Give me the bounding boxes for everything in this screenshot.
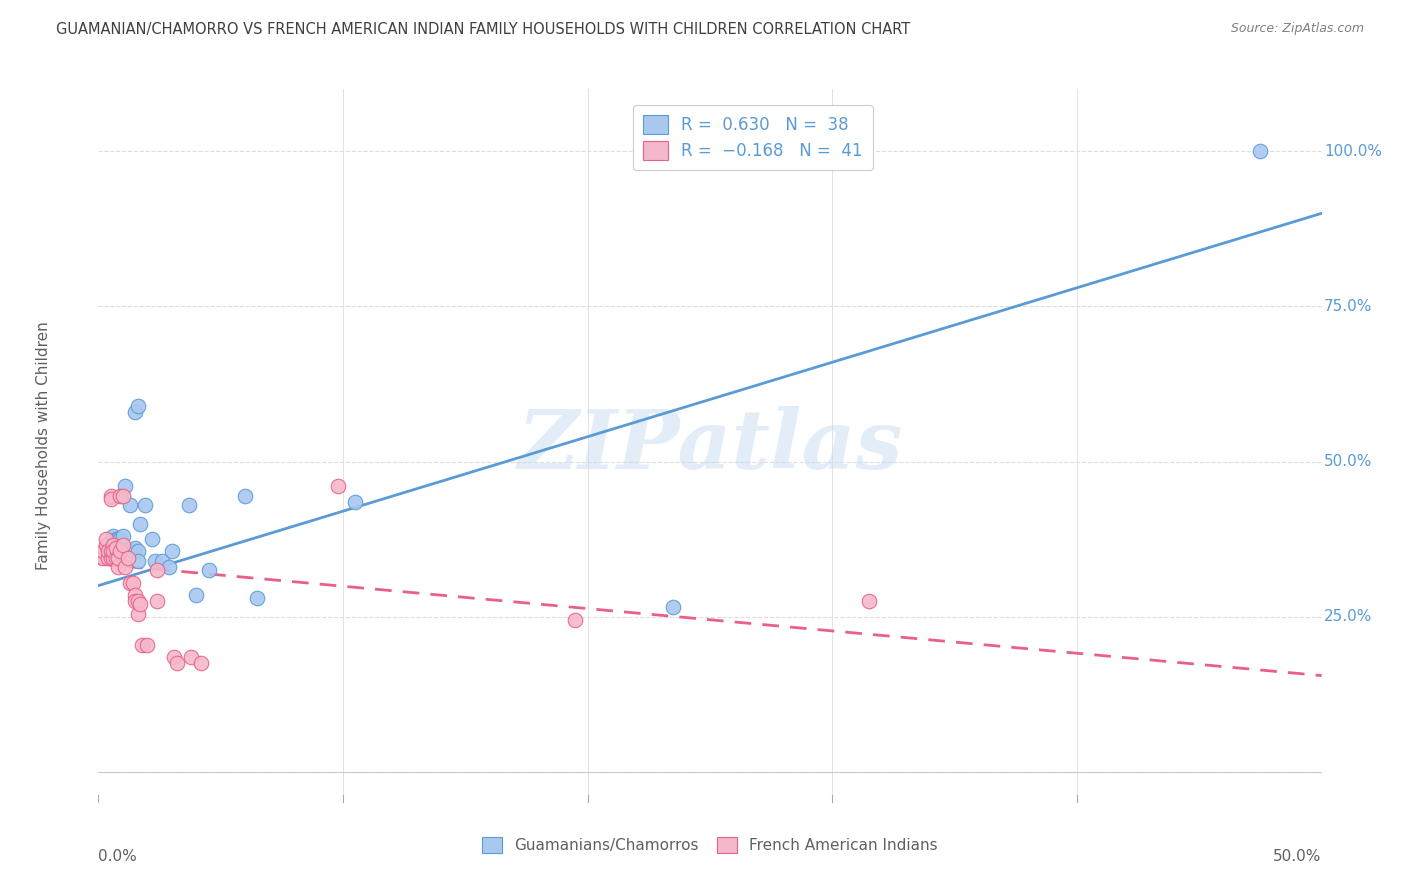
Point [190, 656, 212, 670]
Point [233, 489, 256, 503]
Point [344, 495, 367, 509]
Text: 75.0%: 75.0% [1324, 299, 1372, 314]
Point [120, 498, 142, 512]
Point [97, 544, 120, 558]
Point [131, 638, 153, 652]
Text: ZIPatlas: ZIPatlas [517, 406, 903, 486]
Point [120, 575, 142, 590]
Point [246, 591, 269, 605]
Point [94, 532, 117, 546]
Point [114, 479, 136, 493]
Point [146, 594, 169, 608]
Point [136, 638, 159, 652]
Text: 100.0%: 100.0% [1324, 144, 1382, 159]
Point [197, 563, 219, 577]
Point [104, 538, 127, 552]
Point [104, 544, 127, 558]
Text: 25.0%: 25.0% [1324, 609, 1372, 624]
Text: Family Households with Children: Family Households with Children [37, 322, 51, 570]
Point [110, 489, 132, 503]
Point [101, 541, 124, 556]
Point [124, 541, 146, 556]
Point [104, 532, 127, 546]
Point [91, 550, 114, 565]
Point [110, 538, 132, 552]
Point [107, 544, 129, 558]
Point [107, 541, 129, 556]
Point [134, 498, 156, 512]
Point [97, 550, 120, 565]
Point [104, 541, 127, 556]
Text: Source: ZipAtlas.com: Source: ZipAtlas.com [1230, 22, 1364, 36]
Point [662, 600, 685, 615]
Point [127, 554, 149, 568]
Point [101, 538, 124, 552]
Text: 0.0%: 0.0% [98, 849, 138, 864]
Point [124, 594, 146, 608]
Point [328, 479, 350, 493]
Point [117, 550, 139, 565]
Point [124, 405, 146, 419]
Point [100, 550, 122, 565]
Point [150, 554, 173, 568]
Point [110, 544, 132, 558]
Point [129, 516, 152, 531]
Point [101, 529, 124, 543]
Point [121, 544, 143, 558]
Point [111, 489, 134, 503]
Point [100, 491, 122, 506]
Point [100, 544, 122, 558]
Point [186, 588, 208, 602]
Point [127, 399, 149, 413]
Point [166, 656, 188, 670]
Point [114, 560, 136, 574]
Point [91, 544, 114, 558]
Point [129, 597, 152, 611]
Point [127, 594, 149, 608]
Point [127, 544, 149, 558]
Point [104, 550, 127, 565]
Text: GUAMANIAN/CHAMORRO VS FRENCH AMERICAN INDIAN FAMILY HOUSEHOLDS WITH CHILDREN COR: GUAMANIAN/CHAMORRO VS FRENCH AMERICAN IN… [56, 22, 911, 37]
Point [107, 560, 129, 574]
Point [143, 554, 166, 568]
Text: 50.0%: 50.0% [1274, 849, 1322, 864]
Point [97, 544, 120, 558]
Point [124, 588, 146, 602]
Point [100, 544, 122, 558]
Point [111, 538, 134, 552]
Point [107, 550, 129, 565]
Point [121, 575, 143, 590]
Point [110, 544, 132, 558]
Point [160, 544, 183, 558]
Point [141, 532, 163, 546]
Point [104, 541, 127, 556]
Point [94, 538, 117, 552]
Point [101, 544, 124, 558]
Point [111, 529, 134, 543]
Text: 50.0%: 50.0% [1324, 454, 1372, 469]
Legend: Guamanians/Chamorros, French American Indians: Guamanians/Chamorros, French American In… [477, 831, 943, 859]
Point [564, 613, 586, 627]
Point [858, 594, 880, 608]
Point [157, 560, 180, 574]
Point [107, 532, 129, 546]
Point [146, 563, 169, 577]
Point [100, 489, 122, 503]
Point [110, 532, 132, 546]
Point [1249, 145, 1271, 159]
Point [180, 650, 202, 665]
Point [101, 550, 124, 565]
Point [127, 607, 149, 621]
Point [177, 498, 200, 512]
Point [163, 650, 186, 665]
